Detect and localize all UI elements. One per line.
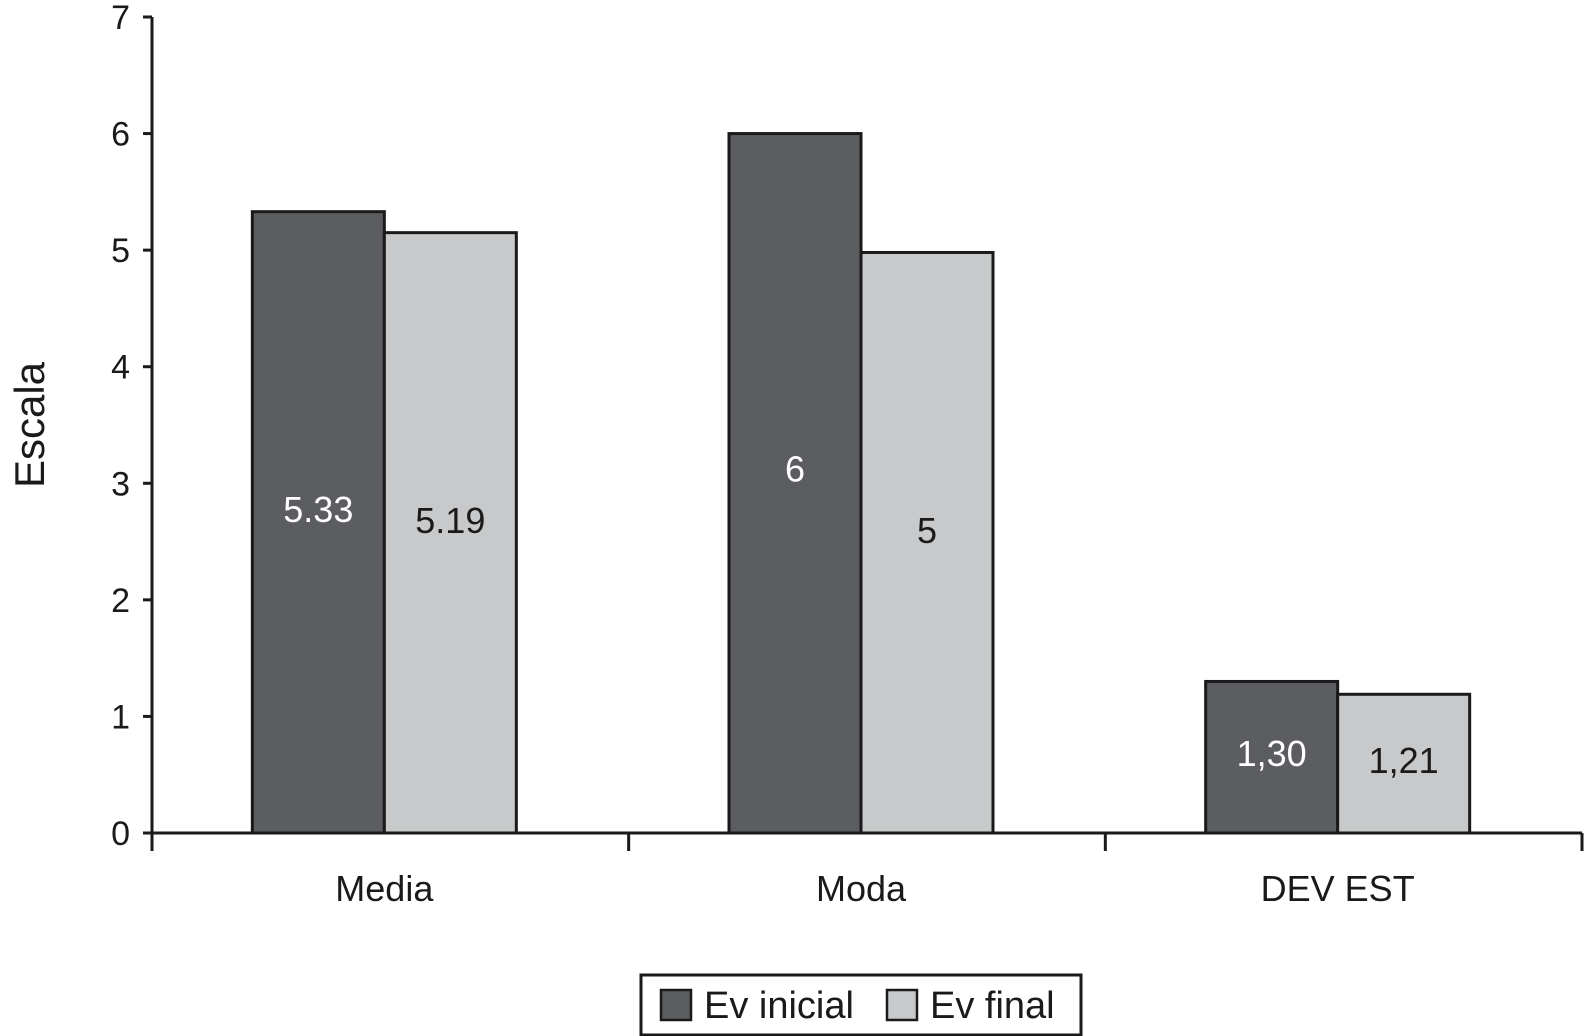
legend-label: Ev inicial (704, 985, 854, 1027)
legend-frame (639, 973, 1083, 1036)
legend: Ev inicial Ev final (639, 973, 1083, 1036)
x-tick-label: DEV EST (1261, 868, 1415, 909)
y-tick-label: 6 (111, 116, 130, 154)
data-label: 1,30 (1237, 733, 1307, 774)
bar (1204, 679, 1340, 835)
y-tick-label: 5 (111, 232, 130, 270)
y-tick-label: 4 (111, 349, 130, 387)
data-label: 5.33 (283, 489, 353, 530)
y-tick-label: 2 (111, 582, 130, 620)
data-label: 5.19 (415, 500, 485, 541)
y-tick-label: 7 (111, 0, 130, 37)
bar (250, 210, 386, 835)
bars (250, 132, 1472, 835)
bar (859, 250, 995, 835)
bar (727, 132, 863, 835)
y-axis-title: Escala (6, 361, 53, 488)
legend-label: Ev final (930, 985, 1055, 1027)
x-tick-label: Media (335, 868, 434, 909)
data-label: 1,21 (1369, 740, 1439, 781)
legend-swatch (885, 988, 919, 1022)
bar (382, 231, 518, 835)
data-label: 6 (785, 448, 805, 489)
bar (1336, 692, 1472, 835)
data-labels: 5.33 5.19 6 5 1,30 1,21 (283, 448, 1438, 781)
data-label: 5 (917, 510, 937, 551)
x-tick-label: Moda (816, 868, 907, 909)
y-tick-label: 3 (111, 465, 130, 503)
y-tick-label: 1 (111, 698, 130, 736)
y-tick-label: 0 (111, 815, 130, 853)
legend-swatch (659, 988, 693, 1022)
